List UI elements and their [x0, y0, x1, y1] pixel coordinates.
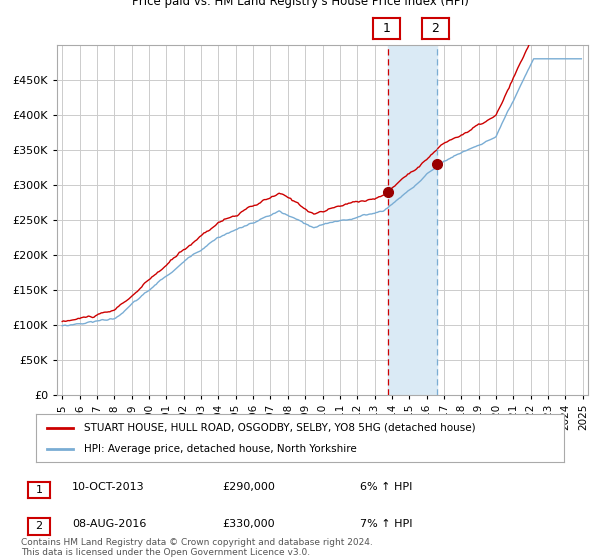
- Bar: [388, 45, 437, 395]
- Text: 7% ↑ HPI: 7% ↑ HPI: [360, 519, 413, 529]
- Text: 2: 2: [431, 22, 439, 35]
- Text: £290,000: £290,000: [222, 482, 275, 492]
- Text: £330,000: £330,000: [222, 519, 275, 529]
- Text: 6% ↑ HPI: 6% ↑ HPI: [360, 482, 412, 492]
- Text: 08-AUG-2016: 08-AUG-2016: [72, 519, 146, 529]
- Text: STUART HOUSE, HULL ROAD, OSGODBY, SELBY, YO8 5HG (detached house): STUART HOUSE, HULL ROAD, OSGODBY, SELBY,…: [83, 423, 475, 433]
- Text: 10-OCT-2013: 10-OCT-2013: [72, 482, 145, 492]
- Text: 2: 2: [35, 521, 43, 531]
- Text: 1: 1: [382, 22, 391, 35]
- Text: 1: 1: [35, 485, 43, 495]
- Text: HPI: Average price, detached house, North Yorkshire: HPI: Average price, detached house, Nort…: [83, 444, 356, 454]
- Text: Contains HM Land Registry data © Crown copyright and database right 2024.
This d: Contains HM Land Registry data © Crown c…: [21, 538, 373, 557]
- Text: Price paid vs. HM Land Registry's House Price Index (HPI): Price paid vs. HM Land Registry's House …: [131, 0, 469, 8]
